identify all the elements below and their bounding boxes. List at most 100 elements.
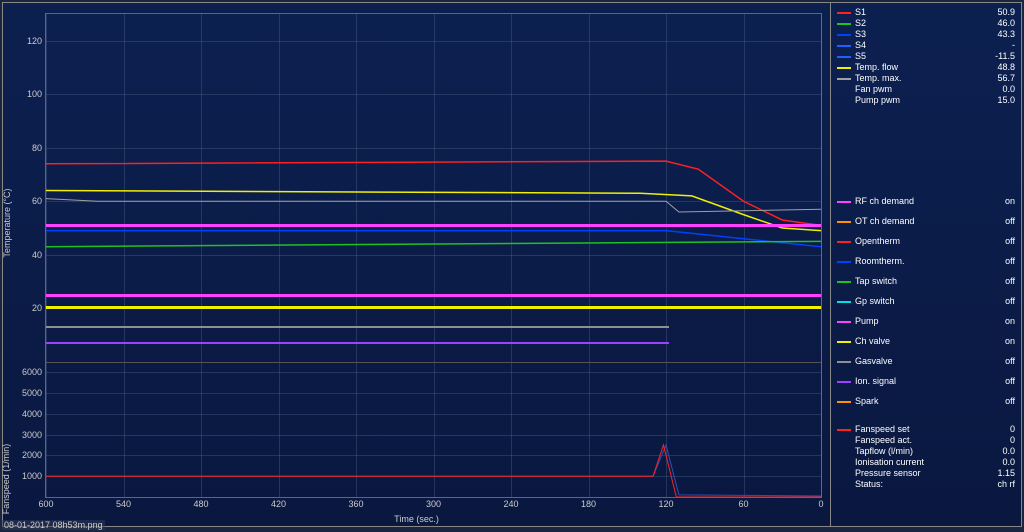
x-tick: 360	[348, 497, 363, 509]
legend-value: off	[979, 296, 1015, 307]
legend-swatch	[837, 78, 851, 80]
legend-label: Tapflow (l/min)	[855, 446, 979, 457]
legend-row: Openthermoff	[837, 236, 1015, 247]
y1-axis-label: Temperature (°C)	[2, 188, 12, 257]
legend-label: Fanspeed set	[855, 424, 979, 435]
legend-label: Pump	[855, 316, 979, 327]
x-tick: 120	[658, 497, 673, 509]
legend-label: S5	[855, 51, 979, 62]
legend-swatch	[837, 201, 851, 203]
legend-label: Fan pwm	[855, 84, 979, 95]
legend-swatch	[837, 56, 851, 58]
legend-value: 0.0	[979, 446, 1015, 457]
state-band-pump	[46, 294, 821, 297]
legend-value: 0.0	[979, 457, 1015, 468]
legend-row: S246.0	[837, 18, 1015, 29]
x-tick: 600	[38, 497, 53, 509]
legend-row: RF ch demandon	[837, 196, 1015, 207]
chart-svg	[46, 14, 821, 497]
x-tick: 480	[193, 497, 208, 509]
y1-tick: 80	[32, 143, 46, 153]
status-value: ch rf	[979, 479, 1015, 490]
legend-swatch	[837, 45, 851, 47]
legend-label: Gasvalve	[855, 356, 979, 367]
legend-label: Ch valve	[855, 336, 979, 347]
y2-tick: 6000	[22, 367, 46, 377]
legend-row: OT ch demandoff	[837, 216, 1015, 227]
legend-value: 50.9	[979, 7, 1015, 18]
legend-value: 56.7	[979, 73, 1015, 84]
legend-value: 0	[979, 435, 1015, 446]
legend-label: RF ch demand	[855, 196, 979, 207]
legend-swatch	[837, 381, 851, 383]
legend-swatch	[837, 451, 851, 453]
legend-label: OT ch demand	[855, 216, 979, 227]
legend-value: off	[979, 396, 1015, 407]
status-label: Status:	[855, 479, 979, 490]
legend-value: -11.5	[979, 51, 1015, 62]
y1-tick: 120	[27, 36, 46, 46]
legend-label: Tap switch	[855, 276, 979, 287]
legend-swatch	[837, 281, 851, 283]
y2-tick: 5000	[22, 388, 46, 398]
legend-swatch	[837, 473, 851, 475]
x-tick: 60	[738, 497, 748, 509]
legend-swatch	[837, 401, 851, 403]
legend-swatch	[837, 241, 851, 243]
y1-tick: 40	[32, 250, 46, 260]
x-tick: 300	[426, 497, 441, 509]
legend-swatch	[837, 221, 851, 223]
legend-label: Gp switch	[855, 296, 979, 307]
y2-tick: 2000	[22, 450, 46, 460]
legend-row: Tapflow (l/min)0.0	[837, 446, 1015, 457]
legend-row: Ion. signaloff	[837, 376, 1015, 387]
legend-value: off	[979, 376, 1015, 387]
legend-label: Spark	[855, 396, 979, 407]
legend-row: Tap switchoff	[837, 276, 1015, 287]
y1-tick: 60	[32, 196, 46, 206]
legend-row: S150.9	[837, 7, 1015, 18]
legend-row: Fanspeed set0	[837, 424, 1015, 435]
legend-row: Roomtherm.off	[837, 256, 1015, 267]
legend-row: S4-	[837, 40, 1015, 51]
legend-swatch	[837, 100, 851, 102]
x-tick: 540	[116, 497, 131, 509]
legend-label: Roomtherm.	[855, 256, 979, 267]
legend-swatch	[837, 341, 851, 343]
y2-tick: 3000	[22, 430, 46, 440]
y2-tick: 1000	[22, 471, 46, 481]
legend-row: Pump pwm15.0	[837, 95, 1015, 106]
main-container: Temperature (°C) Fanspeed (1/min) 120100…	[2, 2, 1022, 527]
legend-value: off	[979, 276, 1015, 287]
x-axis-label: Time (sec.)	[394, 514, 439, 524]
legend-value: -	[979, 40, 1015, 51]
legend-label: S3	[855, 29, 979, 40]
state-band-ch_valve	[46, 306, 821, 309]
legend-value: off	[979, 356, 1015, 367]
x-tick: 0	[818, 497, 823, 509]
legend-row: Gp switchoff	[837, 296, 1015, 307]
plot-area: 1201008060402060005000400030002000100060…	[45, 13, 822, 498]
legend-swatch	[837, 321, 851, 323]
legend-label: Pressure sensor	[855, 468, 979, 479]
state-band-gasvalve	[46, 326, 669, 328]
legend-value: on	[979, 336, 1015, 347]
legend-panel: S150.9S246.0S343.3S4-S5-11.5Temp. flow48…	[831, 3, 1021, 526]
legend-swatch	[837, 67, 851, 69]
legend-value: on	[979, 196, 1015, 207]
y1-tick: 20	[32, 303, 46, 313]
legend-label: S4	[855, 40, 979, 51]
y2-tick: 4000	[22, 409, 46, 419]
legend-row: Fan pwm0.0	[837, 84, 1015, 95]
legend-row: Ionisation current0.0	[837, 457, 1015, 468]
y2-axis-label: Fanspeed (1/min)	[1, 444, 11, 515]
legend-swatch	[837, 89, 851, 91]
y1-tick: 100	[27, 89, 46, 99]
legend-swatch	[837, 429, 851, 431]
legend-row: Sparkoff	[837, 396, 1015, 407]
legend-value: on	[979, 316, 1015, 327]
legend-swatch	[837, 301, 851, 303]
legend-value: 48.8	[979, 62, 1015, 73]
legend-label: Pump pwm	[855, 95, 979, 106]
legend-row: S5-11.5	[837, 51, 1015, 62]
